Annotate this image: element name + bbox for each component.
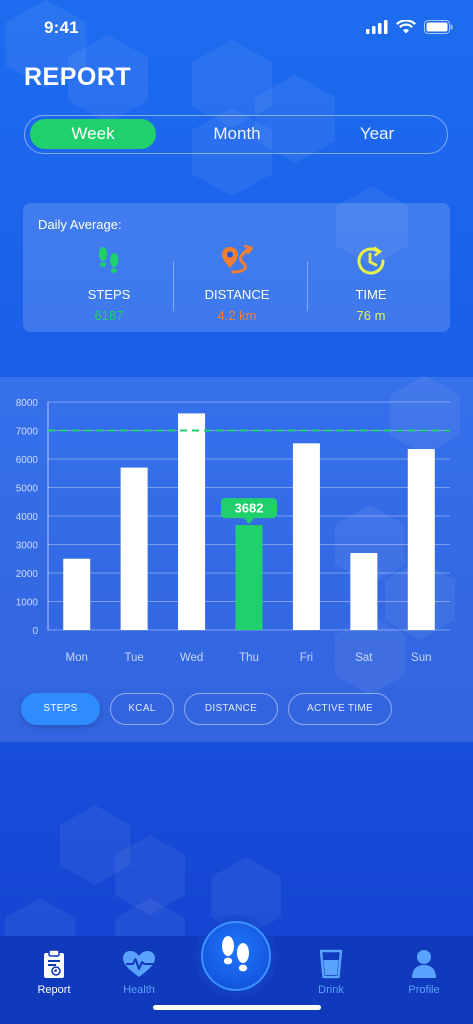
chart-panel: 0 1000 2000 3000 4000 5000 6000 7000 8000 Mon Tue W… — [0, 377, 473, 742]
stat-steps-value: 6187 — [94, 308, 124, 323]
y-tick-label: 4000 — [16, 512, 39, 523]
bar — [63, 558, 91, 630]
start-walk-button[interactable] — [201, 921, 271, 991]
tab-month[interactable]: Month — [213, 124, 261, 143]
y-tick-label: 3000 — [16, 541, 39, 552]
bar — [292, 443, 320, 630]
bar — [350, 553, 378, 630]
stat-time-label: TIME — [355, 287, 387, 302]
x-tick-label: Tue — [124, 652, 143, 664]
tab-health[interactable]: Health — [104, 946, 174, 996]
tab-profile[interactable]: Profile — [389, 946, 459, 996]
water-glass-icon — [319, 949, 343, 979]
x-tick-label: Thu — [239, 652, 259, 664]
y-tick-label: 7000 — [16, 427, 39, 438]
daily-average-title: Daily Average: — [38, 217, 122, 232]
bar — [120, 467, 148, 630]
divider — [173, 261, 174, 311]
x-tick-label: Sat — [355, 652, 373, 664]
heart-pulse-icon — [123, 951, 155, 977]
stat-time: TIME 76 m — [301, 243, 441, 323]
stat-steps: STEPS 6187 — [39, 243, 179, 323]
user-icon — [412, 950, 436, 978]
battery-icon — [424, 20, 453, 34]
home-indicator — [153, 1005, 321, 1010]
cellular-signal-icon — [366, 20, 388, 34]
tab-drink[interactable]: Drink — [296, 946, 366, 996]
route-pin-icon — [222, 244, 253, 274]
tab-report-label: Report — [37, 984, 71, 996]
value-callout — [221, 498, 277, 519]
bar — [178, 413, 206, 630]
status-time: 9:41 — [44, 18, 79, 37]
tab-drink-label: Drink — [318, 984, 344, 996]
clipboard-report-icon — [44, 949, 64, 978]
bar — [235, 525, 263, 630]
filter-kcal-button[interactable]: KCAL — [110, 693, 174, 725]
bar — [407, 449, 435, 630]
footprints-icon — [222, 936, 249, 972]
filter-steps-button[interactable]: STEPS — [21, 693, 100, 725]
tab-health-label: Health — [123, 984, 155, 996]
stat-steps-label: STEPS — [87, 287, 131, 302]
value-callout-pointer — [244, 518, 254, 525]
filter-distance-button[interactable]: DISTANCE — [184, 693, 278, 725]
stat-distance-value: 4.2 km — [217, 308, 257, 323]
tab-year[interactable]: Year — [359, 124, 395, 143]
page-title: REPORT — [24, 63, 132, 91]
y-tick-label: 8000 — [16, 398, 39, 409]
x-tick-label: Sun — [411, 652, 431, 664]
y-tick-label: 2000 — [16, 569, 39, 580]
x-tick-label: Mon — [66, 652, 88, 664]
y-tick-label: 1000 — [16, 598, 39, 609]
tab-report[interactable]: Report — [19, 946, 89, 996]
tab-week[interactable]: Week — [30, 119, 156, 149]
stat-time-value: 76 m — [356, 308, 386, 323]
x-tick-label: Wed — [180, 652, 203, 664]
period-segmented-control: Week Month Year — [24, 115, 448, 154]
clock-icon — [357, 246, 385, 275]
steps-bar-chart: 0 1000 2000 3000 4000 5000 6000 7000 8000 Mon Tue W… — [16, 398, 450, 664]
daily-average-card: Daily Average: STEPS 6187 — [23, 203, 450, 332]
tab-profile-label: Profile — [408, 984, 440, 996]
footprints-icon — [98, 247, 119, 273]
filter-active-time-button[interactable]: ACTIVE TIME — [288, 693, 392, 725]
stat-distance-label: DISTANCE — [204, 287, 270, 302]
y-tick-label: 6000 — [16, 455, 39, 466]
y-tick-label: 5000 — [16, 484, 39, 495]
divider — [307, 261, 308, 311]
value-callout-label: 3682 — [235, 501, 264, 516]
x-tick-label: Fri — [300, 652, 313, 664]
wifi-icon — [396, 20, 416, 34]
y-tick-label: 0 — [32, 626, 38, 637]
status-icons — [366, 20, 453, 34]
stat-distance: DISTANCE 4.2 km — [167, 243, 307, 323]
